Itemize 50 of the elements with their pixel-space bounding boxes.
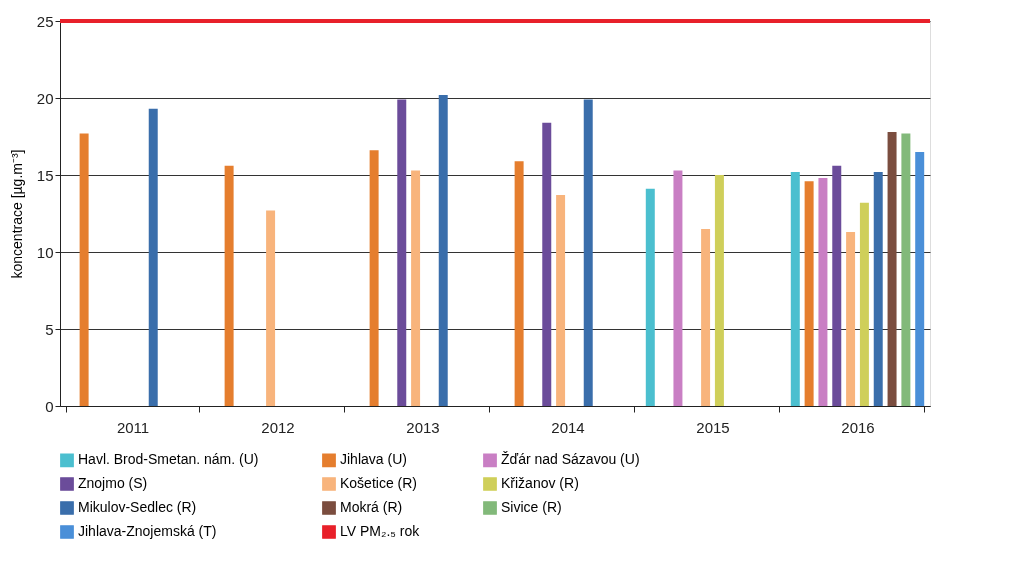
x-tick-label: 2013 bbox=[406, 418, 440, 436]
bar bbox=[148, 108, 158, 406]
legend-label: Sivice (R) bbox=[501, 499, 562, 515]
bar bbox=[411, 170, 421, 406]
y-tick-label: 0 bbox=[45, 397, 54, 415]
bar bbox=[397, 99, 407, 406]
legend-label: Mokrá (R) bbox=[340, 499, 403, 515]
bar bbox=[859, 202, 869, 406]
bar bbox=[832, 165, 842, 406]
bar bbox=[818, 178, 828, 406]
x-tick-label: 2012 bbox=[261, 418, 295, 436]
bar bbox=[673, 170, 683, 406]
x-tick-label: 2016 bbox=[841, 418, 875, 436]
y-axis-title: koncentrace [µg.m⁻³] bbox=[8, 149, 25, 279]
bar bbox=[873, 171, 883, 406]
bar bbox=[369, 150, 379, 406]
bar bbox=[583, 99, 593, 406]
bar bbox=[701, 228, 711, 406]
bar bbox=[224, 165, 234, 406]
bar bbox=[714, 175, 724, 406]
bar bbox=[887, 131, 897, 406]
y-tick-label: 5 bbox=[45, 320, 54, 338]
y-tick-label: 15 bbox=[36, 166, 54, 184]
legend-label: LV PM₂.₅ rok bbox=[340, 523, 421, 539]
bar bbox=[645, 188, 655, 406]
bar bbox=[79, 133, 89, 406]
bar bbox=[915, 151, 925, 406]
bar bbox=[556, 195, 566, 406]
legend-label: Košetice (R) bbox=[340, 475, 418, 491]
x-tick-label: 2014 bbox=[551, 418, 585, 436]
bar bbox=[266, 210, 276, 406]
bar bbox=[438, 94, 448, 406]
y-tick-label: 10 bbox=[36, 243, 54, 261]
legend-label: Znojmo (S) bbox=[78, 475, 148, 491]
bar bbox=[804, 181, 814, 406]
legend-label: Žďár nad Sázavou (U) bbox=[501, 451, 640, 468]
legend-label: Mikulov-Sedlec (R) bbox=[78, 499, 197, 515]
legend-label: Křižanov (R) bbox=[501, 475, 579, 491]
bar bbox=[901, 133, 911, 406]
bar bbox=[790, 171, 800, 406]
bar bbox=[846, 231, 856, 406]
x-tick-label: 2011 bbox=[116, 418, 150, 436]
legend-label: Havl. Brod-Smetan. nám. (U) bbox=[78, 451, 259, 468]
bar bbox=[514, 161, 524, 406]
legend-label: Jihlava-Znojemská (T) bbox=[78, 523, 217, 539]
y-tick-label: 25 bbox=[36, 12, 54, 30]
x-tick-label: 2015 bbox=[696, 418, 730, 436]
bar bbox=[542, 122, 552, 406]
y-tick-label: 20 bbox=[36, 89, 54, 107]
legend-label: Jihlava (U) bbox=[340, 451, 407, 468]
